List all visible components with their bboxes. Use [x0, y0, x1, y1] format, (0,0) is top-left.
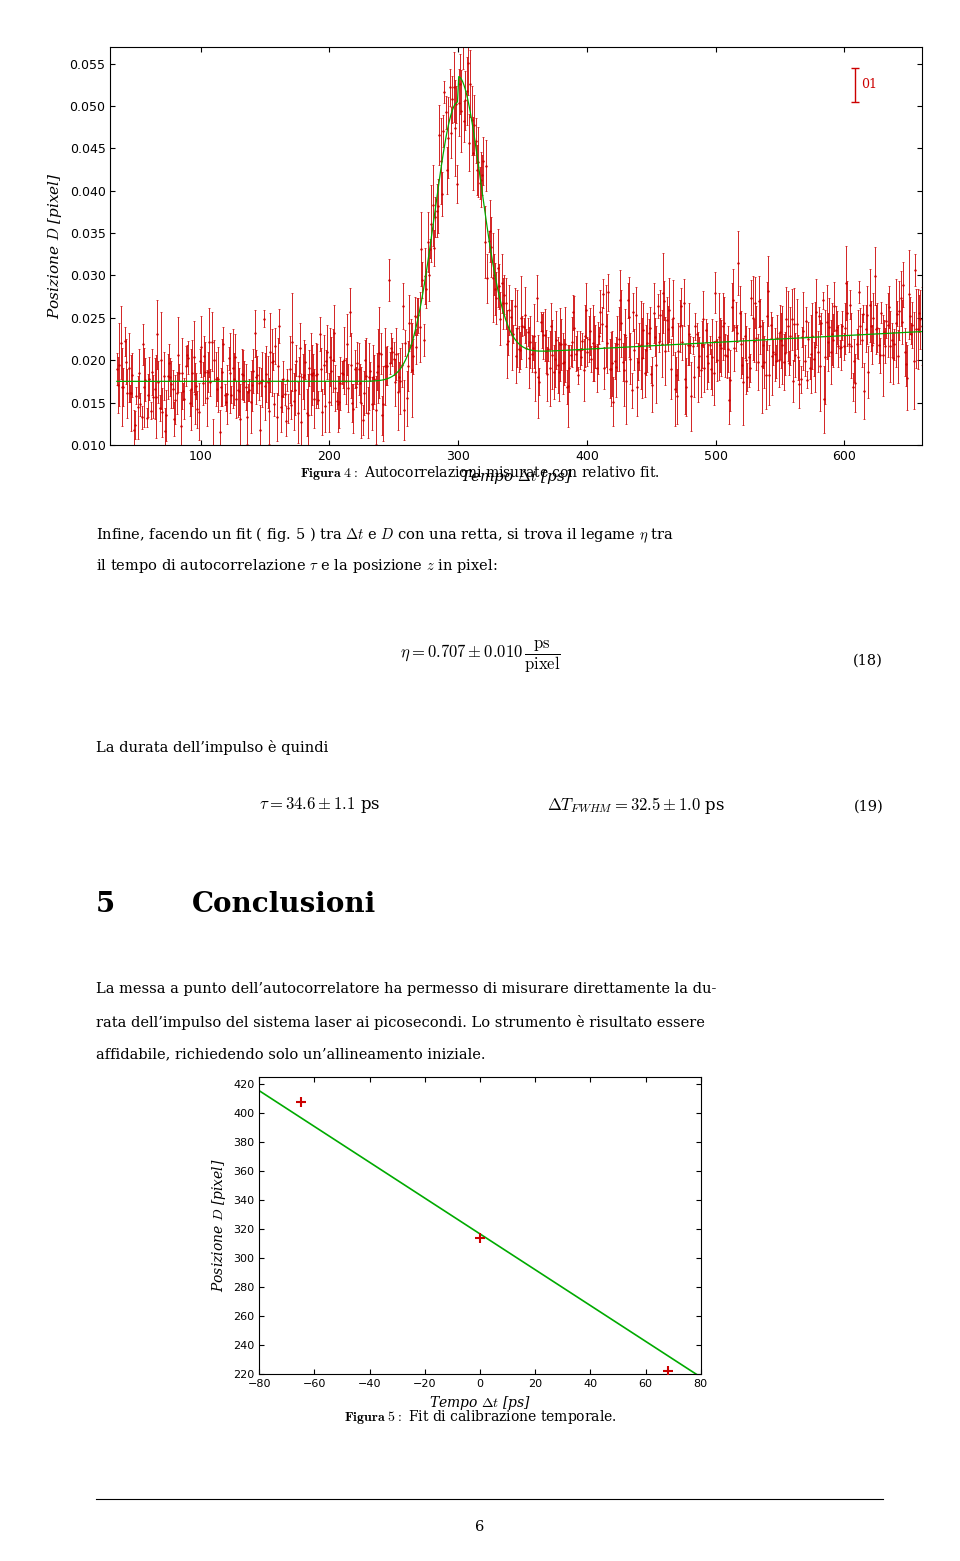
Text: 6: 6 [475, 1520, 485, 1534]
Text: 5: 5 [96, 891, 115, 918]
Text: $\Delta T_{FWHM} = 32.5 \pm 1.0$ ps: $\Delta T_{FWHM} = 32.5 \pm 1.0$ ps [547, 795, 726, 815]
Y-axis label: Posizione $D$ [pixel]: Posizione $D$ [pixel] [46, 173, 64, 318]
Text: $\mathbf{Figura\ 4:}$ Autocorrelazioni misurate con relativo fit.: $\mathbf{Figura\ 4:}$ Autocorrelazioni m… [300, 464, 660, 482]
Text: $\eta = 0.707 \pm 0.010\,\dfrac{\mathrm{ps}}{\mathrm{pixel}}$: $\eta = 0.707 \pm 0.010\,\dfrac{\mathrm{… [399, 638, 561, 674]
Text: $\tau = 34.6 \pm 1.1$ ps: $\tau = 34.6 \pm 1.1$ ps [259, 795, 380, 815]
X-axis label: Tempo $\Delta t$ [ps]: Tempo $\Delta t$ [ps] [460, 468, 572, 487]
X-axis label: Tempo $\Delta t$ [ps]: Tempo $\Delta t$ [ps] [429, 1394, 531, 1413]
Text: La messa a punto dell’autocorrelatore ha permesso di misurare direttamente la du: La messa a punto dell’autocorrelatore ha… [96, 982, 716, 996]
Y-axis label: Posizione $D$ [pixel]: Posizione $D$ [pixel] [209, 1158, 228, 1293]
Text: La durata dell’impulso è quindi: La durata dell’impulso è quindi [96, 740, 328, 756]
Text: affidabile, richiedendo solo un’allineamento iniziale.: affidabile, richiedendo solo un’allineam… [96, 1047, 486, 1061]
Text: rata dell’impulso del sistema laser ai picosecondi. Lo strumento è risultato ess: rata dell’impulso del sistema laser ai p… [96, 1015, 705, 1030]
Text: Conclusioni: Conclusioni [192, 891, 376, 918]
Text: 01: 01 [861, 78, 877, 92]
Text: (18): (18) [853, 654, 883, 668]
Text: $\mathbf{Figura\ 5:}$ Fit di calibrazione temporale.: $\mathbf{Figura\ 5:}$ Fit di calibrazion… [344, 1408, 616, 1427]
Text: (19): (19) [853, 799, 883, 813]
Text: Infine, facendo un fit ( fig. 5 ) tra $\Delta t$ e $D$ con una retta, si trova i: Infine, facendo un fit ( fig. 5 ) tra $\… [96, 526, 674, 545]
Text: il tempo di autocorrelazione $\tau$ e la posizione $z$ in pixel:: il tempo di autocorrelazione $\tau$ e la… [96, 557, 497, 576]
